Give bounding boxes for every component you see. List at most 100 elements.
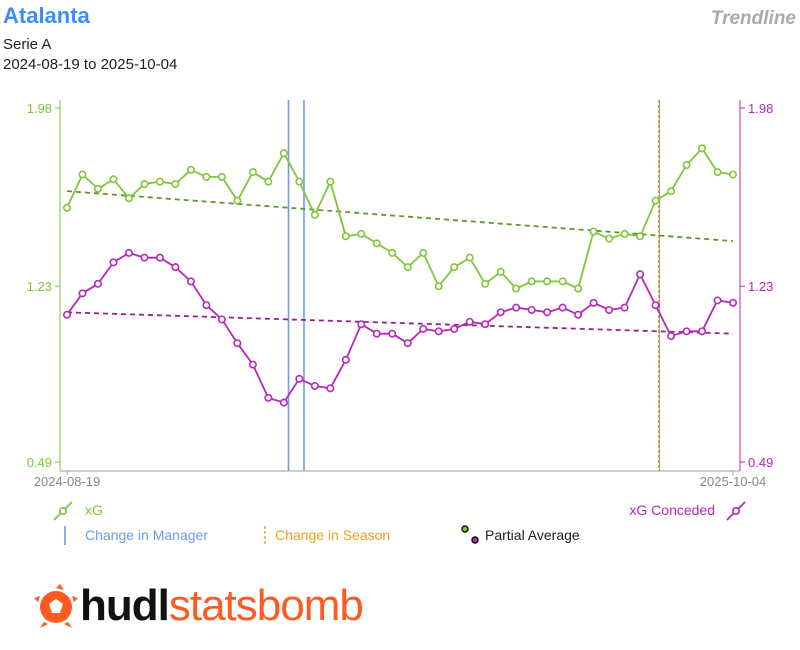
legend-xga-marker	[731, 506, 740, 515]
xg-conceded-data-point	[636, 270, 645, 279]
xg-data-point	[496, 267, 505, 276]
xg-data-point	[698, 144, 707, 153]
xg-conceded-data-point	[403, 339, 412, 348]
xg-data-point	[527, 277, 536, 286]
competition-name: Serie A	[3, 36, 52, 53]
xg-conceded-data-point	[419, 324, 428, 333]
xg-conceded-data-point	[728, 298, 737, 307]
xg-conceded-data-point	[558, 303, 567, 312]
event-markers	[287, 100, 660, 471]
xg-conceded-data-point	[434, 327, 443, 336]
xg-data-point	[78, 170, 87, 179]
xg-conceded-data-point	[341, 355, 350, 364]
xg-conceded-data-point	[574, 310, 583, 319]
logo-statsbomb: statsbomb	[168, 581, 364, 630]
xg-data-point	[124, 194, 133, 203]
xg-data-point	[713, 168, 722, 177]
xg-conceded-data-point	[78, 289, 87, 298]
xg-data-point	[372, 239, 381, 248]
x-tick-label-start: 2024-08-19	[34, 474, 101, 489]
xg-conceded-series-line	[66, 251, 734, 404]
xg-data-point	[419, 248, 428, 257]
xg-conceded-data-point	[264, 393, 273, 402]
xg-data-point	[233, 196, 242, 205]
right-tick-label: 0.49	[748, 455, 773, 470]
legend-xga-label: xG Conceded	[629, 502, 715, 518]
xg-data-point	[667, 187, 676, 196]
xg-conceded-data-point	[372, 329, 381, 338]
xg-data-point	[651, 196, 660, 205]
xg-conceded-data-point	[326, 384, 335, 393]
xg-data-point	[62, 203, 71, 212]
chart-axes: 1.98 1.23 0.49 1.98 1.23 0.49 2024-08-19 2025-1…	[27, 100, 773, 489]
xg-data-point	[171, 180, 180, 189]
xg-data-point	[186, 165, 195, 174]
xg-conceded-data-point	[512, 303, 521, 312]
legend-xg-marker	[58, 506, 67, 515]
xg-data-point	[310, 210, 319, 219]
xg-conceded-data-point	[93, 279, 102, 288]
xg-conceded-data-point	[155, 253, 164, 262]
xg-conceded-data-point	[171, 263, 180, 272]
xg-data-point	[574, 284, 583, 293]
xg-data-point	[93, 184, 102, 193]
team-name: Atalanta	[3, 3, 90, 28]
xg-conceded-data-point	[295, 374, 304, 383]
xg-conceded-data-point	[651, 301, 660, 310]
xg-data-point	[326, 177, 335, 186]
xg-conceded-data-point	[124, 248, 133, 257]
xg-data-point	[109, 175, 118, 184]
right-tick-label: 1.23	[748, 279, 773, 294]
xg-data-point	[357, 229, 366, 238]
statsbomb-ball-icon	[34, 584, 78, 628]
legend-partial-label: Partial Average	[485, 527, 580, 543]
xg-data-point	[682, 161, 691, 170]
xg-conceded-data-point	[233, 339, 242, 348]
xg-conceded-data-point	[109, 258, 118, 267]
xg-conceded-data-point	[186, 277, 195, 286]
xg-data-point	[217, 172, 226, 181]
left-tick-label: 1.98	[27, 101, 52, 116]
xg-data-point	[620, 229, 629, 238]
left-tick-label: 0.49	[27, 455, 52, 470]
xg-trend-line	[66, 190, 734, 242]
xg-data-point	[388, 248, 397, 257]
xg-series-line	[66, 146, 734, 290]
xg-conceded-data-point	[279, 398, 288, 407]
xg-data-point	[140, 180, 149, 189]
xg-conceded-data-point	[527, 305, 536, 314]
xg-conceded-data-point	[713, 296, 722, 305]
legend-xg-label: xG	[85, 502, 103, 518]
date-range: 2024-08-19 to 2025-10-04	[3, 56, 178, 73]
xg-conceded-data-point	[496, 308, 505, 317]
legend-partial-xga-dot	[471, 536, 479, 544]
xg-data-point	[341, 232, 350, 241]
xg-conceded-data-point	[450, 324, 459, 333]
xg-conceded-data-point	[388, 329, 397, 338]
xg-data-point	[558, 277, 567, 286]
xg-data-point	[728, 170, 737, 179]
chart-series	[62, 144, 737, 407]
xg-conceded-data-point	[698, 327, 707, 336]
xg-data-point	[589, 227, 598, 236]
xg-data-point	[481, 279, 490, 288]
xg-conceded-data-point	[682, 327, 691, 336]
legend-season-label: Change in Season	[275, 527, 390, 543]
xg-conceded-data-point	[202, 301, 211, 310]
hudl-statsbomb-logo: hudl statsbomb	[32, 581, 364, 630]
xg-conceded-data-point	[589, 298, 598, 307]
chart-legend: xG xG Conceded Change in Manager Change in …	[53, 501, 746, 545]
xg-conceded-data-point	[481, 320, 490, 329]
xg-data-point	[450, 263, 459, 272]
xg-conceded-trend-line	[66, 311, 734, 335]
xg-data-point	[465, 253, 474, 262]
xg-conceded-data-point	[140, 253, 149, 262]
legend-partial-xg-dot	[461, 525, 469, 533]
xg-conceded-data-point	[465, 317, 474, 326]
xg-data-point	[264, 177, 273, 186]
xg-data-point	[512, 284, 521, 293]
xg-data-point	[434, 282, 443, 291]
xg-conceded-data-point	[62, 310, 71, 319]
left-tick-label: 1.23	[27, 279, 52, 294]
xg-data-point	[202, 172, 211, 181]
